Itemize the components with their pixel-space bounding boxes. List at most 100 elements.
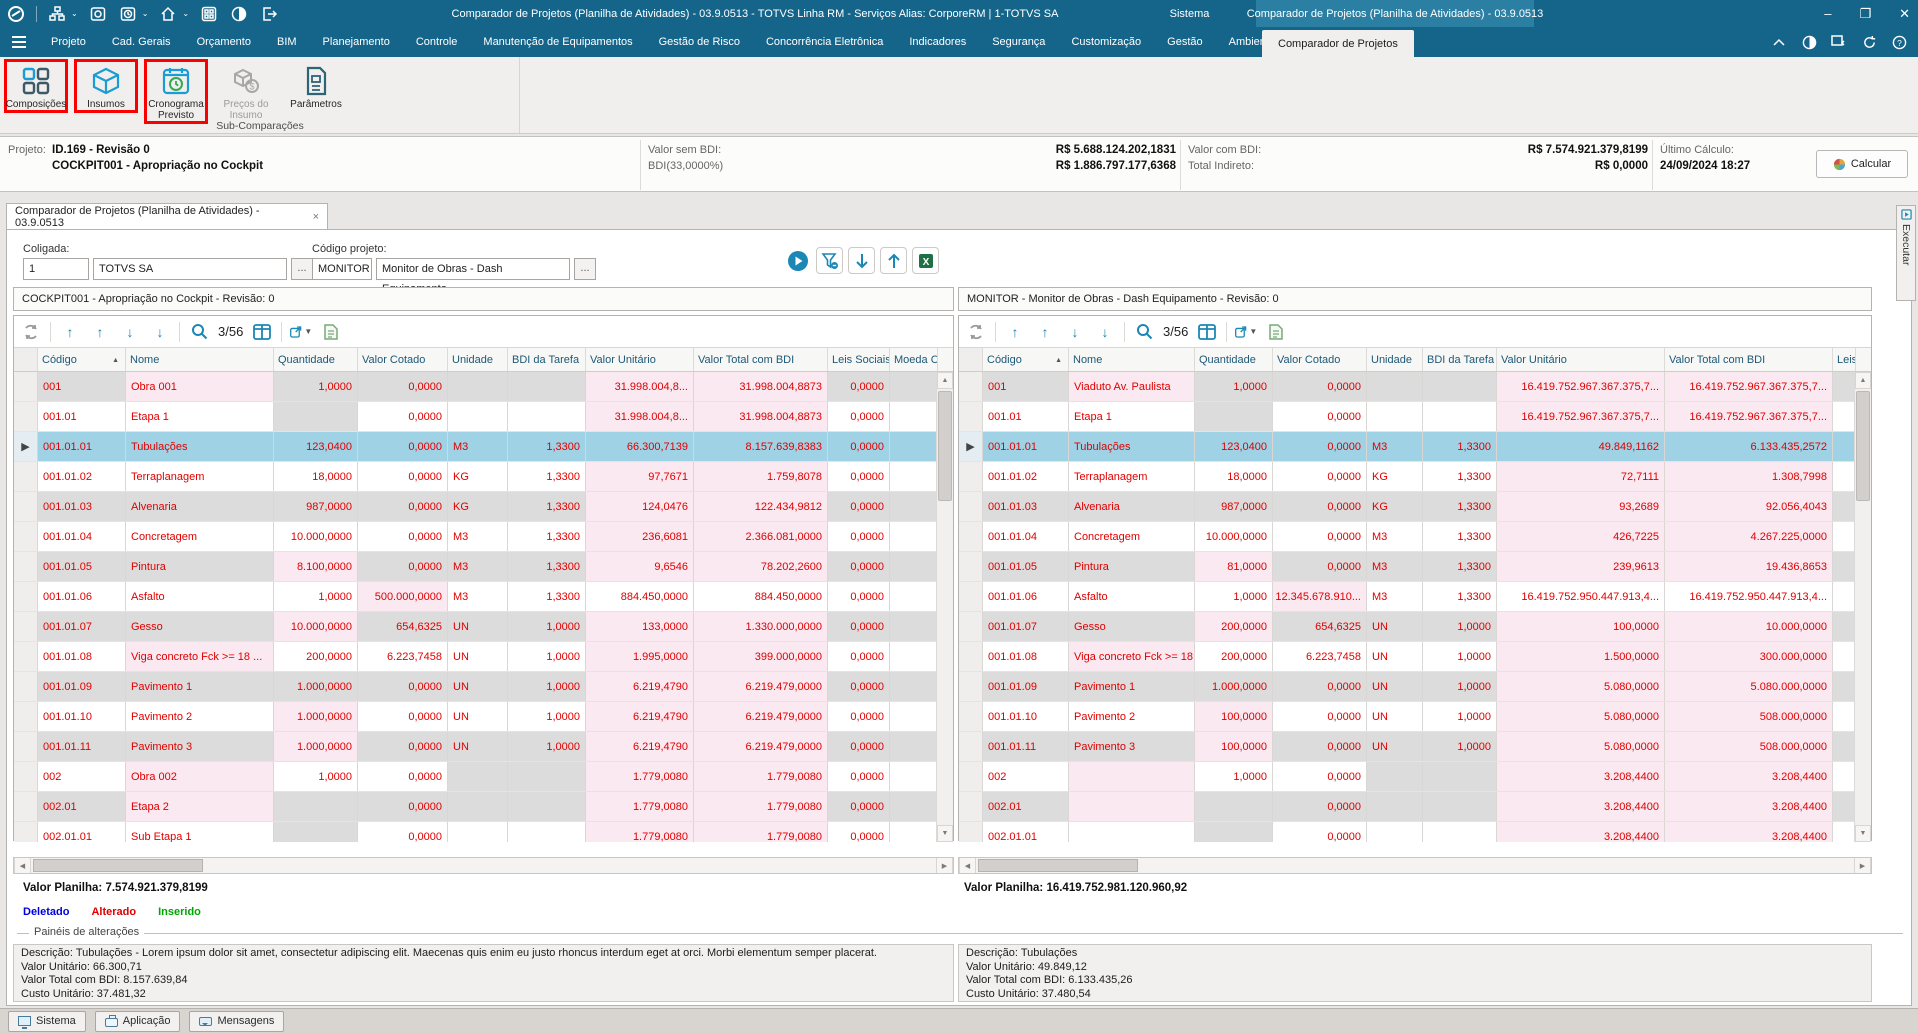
row-selector[interactable] [959,642,983,671]
row-selector[interactable] [14,702,38,731]
window-tab-active[interactable]: Comparador de Projetos (Planilha de Ativ… [1247,0,1543,27]
cell-valor-total-com-bdi[interactable]: 4.267.225,0000 [1665,522,1833,551]
cell-valor-cotado[interactable]: 0,0000 [1273,462,1367,491]
cell-valor-unita-rio[interactable]: 5.080,0000 [1497,732,1665,761]
menu-burger-icon[interactable] [8,32,30,52]
row-selector[interactable] [14,642,38,671]
cell-leis-sociais[interactable] [1833,432,1856,461]
window-switch-icon[interactable] [1830,33,1848,51]
refresh-icon[interactable] [1860,33,1878,51]
cell-quantidade[interactable] [274,822,358,842]
menu-item-controle[interactable]: Controle [415,36,458,48]
help-icon[interactable]: ? [1890,33,1908,51]
cell-bdi-da-tarefa[interactable]: 1,0000 [508,642,586,671]
cell-bdi-da-tarefa[interactable] [508,402,586,431]
row-selector[interactable] [959,402,983,431]
row-selector[interactable] [959,702,983,731]
table-row[interactable]: 001.01.07 Gesso 10.000,0000 654,6325 UN 1,000… [14,612,938,642]
cell-quantidade[interactable] [1195,822,1273,842]
cell-co-digo[interactable]: 001.01.11 [38,732,126,761]
table-row[interactable]: 001.01.07 Gesso 200,0000 654,6325 UN 1,0000 10… [959,612,1856,642]
right-grid-vscrollbar[interactable]: ▲ ▼ [1854,372,1871,842]
cell-unidade[interactable]: KG [1367,492,1423,521]
cell-bdi-da-tarefa[interactable]: 1,0000 [508,702,586,731]
cell-valor-unita-rio[interactable]: 884.450,0000 [586,582,694,611]
row-selector[interactable] [959,492,983,521]
cell-bdi-da-tarefa[interactable]: 1,3300 [1423,492,1497,521]
cell-moeda-cotada[interactable] [890,762,938,791]
cell-co-digo[interactable]: 002.01.01 [983,822,1069,842]
cell-co-digo[interactable]: 001.01.10 [38,702,126,731]
cell-valor-unita-rio[interactable]: 5.080,0000 [1497,702,1665,731]
cell-valor-unita-rio[interactable]: 3.208,4400 [1497,822,1665,842]
cell-valor-cotado[interactable]: 0,0000 [358,702,448,731]
cell-quantidade[interactable]: 987,0000 [1195,492,1273,521]
cell-valor-total-com-bdi[interactable]: 92.056,4043 [1665,492,1833,521]
maximize-button[interactable]: ❐ [1859,5,1872,21]
cell-valor-total-com-bdi[interactable]: 10.000,0000 [1665,612,1833,641]
cell-leis-sociais[interactable] [1833,792,1856,821]
columns-icon[interactable] [251,321,273,343]
cell-nome[interactable]: Pavimento 1 [126,672,274,701]
minimize-button[interactable]: – [1824,6,1832,21]
cell-moeda-cotada[interactable] [890,522,938,551]
cell-unidade[interactable] [1367,402,1423,431]
cell-valor-total-com-bdi[interactable]: 2.366.081,0000 [694,522,828,551]
cell-unidade[interactable] [1367,822,1423,842]
cell-co-digo[interactable]: 001.01.09 [983,672,1069,701]
statusbar-mensagens-button[interactable]: Mensagens [189,1010,285,1032]
cell-quantidade[interactable]: 1,0000 [1195,762,1273,791]
cell-leis-sociais[interactable] [1833,522,1856,551]
cell-valor-cotado[interactable]: 0,0000 [358,432,448,461]
table-row[interactable]: 001.01.09 Pavimento 1 1.000,0000 0,0000 UN 1,… [959,672,1856,702]
cell-valor-cotado[interactable]: 0,0000 [1273,372,1367,401]
cell-co-digo[interactable]: 001.01.01 [983,432,1069,461]
prev-row-icon[interactable]: ↑ [1041,323,1049,340]
cell-valor-total-com-bdi[interactable]: 6.219.479,0000 [694,732,828,761]
column-header-leis-sociais[interactable]: Leis Sociais [828,348,890,371]
cell-valor-unita-rio[interactable]: 6.219,4790 [586,702,694,731]
column-header-valor-unita-rio[interactable]: Valor Unitário [1497,348,1665,371]
cell-moeda-cotada[interactable] [890,462,938,491]
cell-nome[interactable]: Viaduto Av. Paulista [1069,372,1195,401]
cell-quantidade[interactable]: 1.000,0000 [274,672,358,701]
cell-moeda-cotada[interactable] [890,642,938,671]
cell-valor-unita-rio[interactable]: 1.779,0080 [586,822,694,842]
window-tab-sistema[interactable]: Sistema [1169,7,1210,20]
cell-bdi-da-tarefa[interactable] [508,762,586,791]
cell-valor-cotado[interactable]: 0,0000 [358,552,448,581]
coligada-browse-button[interactable]: ... [291,258,313,280]
cell-nome[interactable]: Terraplanagem [126,462,274,491]
cell-bdi-da-tarefa[interactable]: 1,0000 [508,732,586,761]
cell-moeda-cotada[interactable] [890,732,938,761]
cell-unidade[interactable]: KG [448,492,508,521]
menu-item-orc-amento[interactable]: Orçamento [196,36,251,48]
cell-valor-cotado[interactable]: 6.223,7458 [358,642,448,671]
cell-valor-unita-rio[interactable]: 9,6546 [586,552,694,581]
cell-valor-unita-rio[interactable]: 1.779,0080 [586,792,694,821]
cell-quantidade[interactable]: 100,0000 [1195,702,1273,731]
cell-unidade[interactable]: M3 [1367,522,1423,551]
cell-valor-cotado[interactable]: 654,6325 [358,612,448,641]
column-header-valor-cotado[interactable]: Valor Cotado [358,348,448,371]
cell-bdi-da-tarefa[interactable]: 1,0000 [1423,612,1497,641]
cell-valor-total-com-bdi[interactable]: 6.219.479,0000 [694,702,828,731]
cell-co-digo[interactable]: 002.01.01 [38,822,126,842]
column-header-nome[interactable]: Nome [1069,348,1195,371]
cell-unidade[interactable]: UN [1367,672,1423,701]
menu-item-gesta-o-de-risco[interactable]: Gestão de Risco [658,36,740,48]
cell-valor-cotado[interactable]: 6.223,7458 [1273,642,1367,671]
table-row[interactable]: 001.01 Etapa 1 0,0000 16.419.752.967.367.37… [959,402,1856,432]
cell-co-digo[interactable]: 001.01.07 [38,612,126,641]
move-down-icon[interactable] [848,247,875,274]
cell-quantidade[interactable]: 10.000,0000 [274,612,358,641]
cell-moeda-cotada[interactable] [890,702,938,731]
cell-unidade[interactable]: M3 [448,552,508,581]
table-row[interactable]: 001.01.05 Pintura 81,0000 0,0000 M3 1,3300 239… [959,552,1856,582]
projeto-nome-input[interactable]: Monitor de Obras - Dash Equipamento [376,258,570,295]
cell-quantidade[interactable] [274,792,358,821]
row-selector[interactable] [14,732,38,761]
cell-valor-unita-rio[interactable]: 31.998.004,8... [586,402,694,431]
cell-nome[interactable]: Etapa 1 [1069,402,1195,431]
cell-leis-sociais[interactable]: 0,0000 [828,612,890,641]
